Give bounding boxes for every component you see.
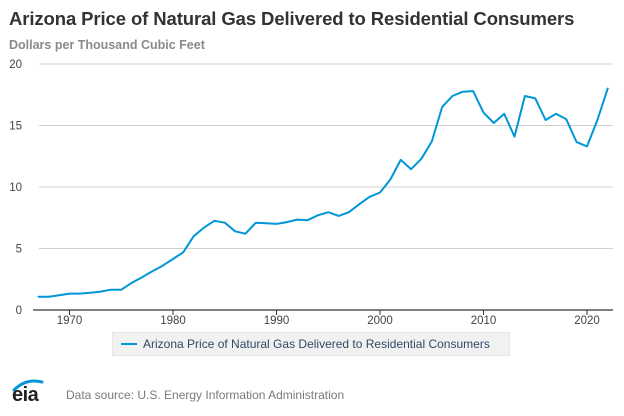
series-line [37, 87, 609, 298]
y-tick-label: 10 [9, 182, 22, 194]
y-tick-label: 5 [16, 244, 22, 256]
data-source: Data source: U.S. Energy Information Adm… [66, 388, 345, 402]
x-axis: 1970 1980 1990 2000 2010 2020 [33, 309, 613, 327]
x-tick-label: 2000 [367, 315, 393, 327]
x-tick-label: 1990 [264, 315, 290, 327]
chart-title: Arizona Price of Natural Gas Delivered t… [9, 8, 575, 29]
eia-logo-text: eia [12, 384, 39, 406]
eia-logo[interactable]: eia [8, 378, 48, 406]
line-chart: 0 5 10 15 20 1970 1980 1990 2000 2010 2020 [9, 59, 613, 327]
x-tick-label: 1970 [57, 315, 83, 327]
chart-subtitle: Dollars per Thousand Cubic Feet [9, 38, 205, 52]
x-tick-label: 1980 [160, 315, 186, 327]
y-tick-label: 0 [16, 305, 22, 317]
series-layer [37, 87, 609, 298]
legend-label: Arizona Price of Natural Gas Delivered t… [143, 337, 490, 351]
y-tick-label: 15 [9, 121, 22, 133]
y-tick-label: 20 [9, 59, 22, 71]
footer: eia Data source: U.S. Energy Information… [8, 378, 344, 406]
x-tick-label: 2010 [471, 315, 497, 327]
legend[interactable]: Arizona Price of Natural Gas Delivered t… [112, 332, 510, 356]
gridlines [39, 63, 613, 249]
eia-logo-arc-icon [12, 379, 44, 392]
legend-swatch [121, 342, 137, 345]
x-tick-label: 2020 [574, 315, 600, 327]
y-axis-ticks: 0 5 10 15 20 [9, 59, 22, 317]
